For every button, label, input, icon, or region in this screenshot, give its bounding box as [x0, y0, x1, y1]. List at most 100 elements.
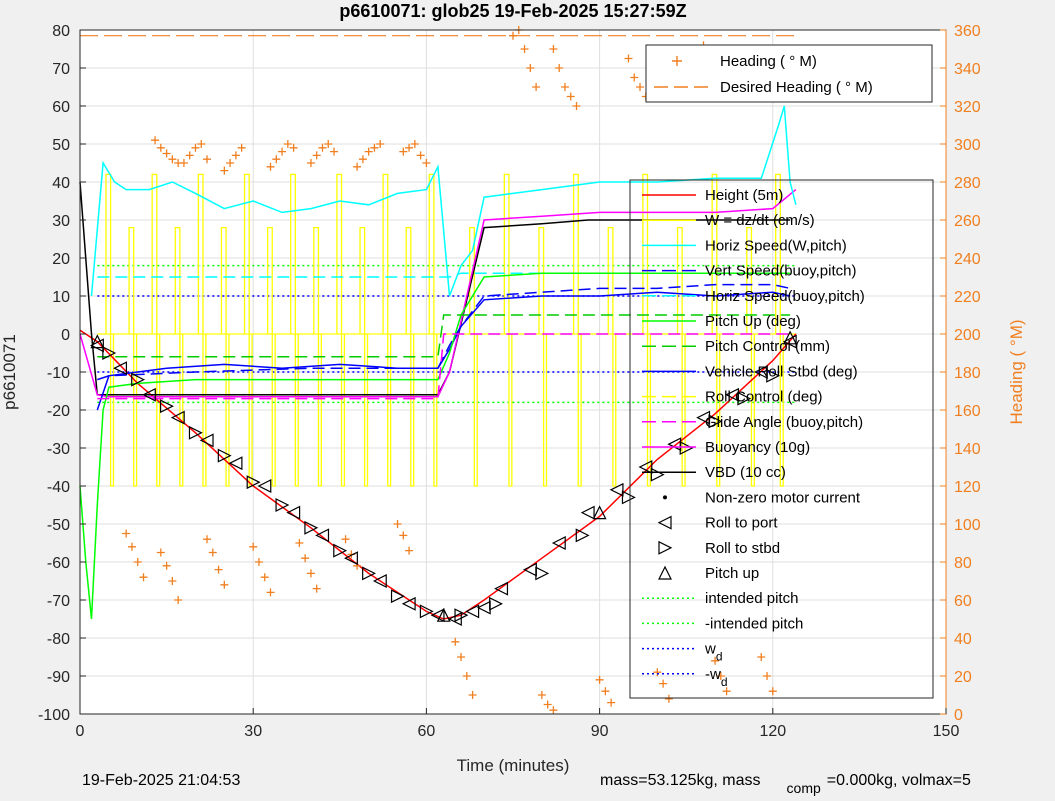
roll-to-port-marker: [430, 608, 445, 623]
roll-to-stbd-marker: [275, 498, 290, 512]
legend-symbol: [658, 565, 672, 580]
heading-marker: [716, 672, 725, 680]
roll-control-spike: [290, 173, 299, 487]
heading-marker: [520, 45, 529, 53]
heading-marker: [601, 687, 610, 696]
heading-marker: [312, 151, 321, 160]
y2-tick-label: 120: [954, 479, 981, 496]
heading-marker: [208, 548, 217, 557]
heading-marker: [272, 155, 281, 164]
y-tick-label: 70: [52, 61, 70, 78]
footer-mass: mass=53.125kg, mass comp =0.000kg, volmax=…: [600, 772, 971, 796]
series-line: [97, 283, 791, 381]
y-axis-label: p6610071: [0, 334, 19, 410]
roll-control-spike: [538, 226, 548, 487]
y2-tick-label: 80: [954, 555, 972, 572]
roll-to-port-marker: [141, 387, 156, 402]
legend-entry-label: Pitch Control (mm): [705, 338, 830, 355]
roll-to-stbd-marker: [454, 608, 469, 623]
roll-to-port-marker: [344, 551, 358, 566]
roll-to-stbd-marker: [160, 399, 174, 414]
heading-marker: [416, 151, 425, 160]
heading-marker: [457, 653, 466, 661]
heading-marker: [139, 573, 148, 582]
footer-mass-text: mass=53.125kg, mass: [600, 772, 761, 789]
roll-control-spike: [572, 173, 582, 487]
y2-tick-label: 0: [954, 707, 963, 724]
roll-control-spike: [243, 173, 253, 487]
roll-to-port-marker: [257, 479, 272, 493]
heading-marker: [763, 672, 772, 680]
roll-to-stbd-marker: [390, 589, 405, 604]
roll-to-port-marker: [494, 581, 509, 596]
roll-to-stbd-marker: [217, 448, 232, 463]
legend-box: [645, 44, 933, 103]
y2-tick-label: 260: [954, 213, 981, 230]
legend-box: [629, 179, 934, 699]
heading-marker: [306, 159, 315, 167]
heading-marker: [509, 31, 517, 40]
y-tick-label: -100: [38, 707, 70, 724]
heading-marker: [572, 102, 581, 110]
y-tick-label: 10: [52, 289, 70, 306]
heading-marker: [722, 687, 731, 696]
y-tick-label: -80: [47, 631, 70, 648]
y2-tick-label: 320: [954, 99, 981, 116]
heading-marker: [370, 143, 379, 152]
y-tick-label: -90: [47, 669, 70, 686]
legend-entry-label: Non-zero motor current: [705, 489, 861, 506]
roll-control-spike: [775, 173, 784, 487]
heading-marker: [278, 147, 287, 156]
y-tick-label: -10: [47, 365, 70, 382]
heading-marker: [156, 143, 165, 152]
y-tick-label: -20: [47, 403, 70, 420]
roll-to-stbd-marker: [489, 596, 504, 611]
heading-marker: [266, 588, 275, 597]
roll-to-stbd-marker: [621, 490, 636, 505]
heading-marker: [203, 155, 212, 164]
y-tick-label: 30: [52, 213, 70, 230]
series-line: [79, 189, 797, 398]
x-tick-label: 60: [418, 723, 436, 740]
heading-marker: [179, 159, 188, 167]
series-line: [97, 272, 791, 278]
heading-marker: [664, 694, 673, 703]
series-line: [97, 333, 791, 400]
roll-to-port-marker: [401, 596, 416, 611]
heading-marker: [127, 542, 136, 551]
y-tick-label: -40: [47, 479, 70, 496]
y2-tick-label: 360: [954, 23, 981, 40]
heading-marker: [399, 147, 408, 156]
heading-marker: [624, 54, 633, 63]
footer-timestamp: 19-Feb-2025 21:04:53: [82, 772, 241, 789]
y2-tick-label: 280: [954, 175, 981, 192]
roll-control-spike: [746, 226, 755, 487]
heading-marker: [226, 159, 235, 167]
footer-comp-subscript: comp: [786, 780, 821, 796]
heading-marker: [410, 140, 419, 148]
legend-entry-label: Desired Heading ( ° M): [720, 79, 873, 96]
y2-tick-label: 240: [954, 251, 981, 268]
y2-tick-label: 100: [954, 517, 981, 534]
heading-marker: [174, 596, 183, 604]
heading-marker: [653, 668, 662, 677]
legend-entry-label: Buoyancy (10g): [705, 439, 810, 456]
roll-to-stbd-marker: [246, 475, 261, 490]
roll-to-port-marker: [638, 460, 653, 474]
roll-control-spike: [607, 226, 617, 487]
y2-tick-label: 160: [954, 403, 981, 420]
legend-entry-label: Horiz Speed(buoy,pitch): [705, 288, 865, 305]
heading-marker: [156, 548, 165, 557]
heading-marker: [532, 83, 541, 91]
heading-marker: [254, 558, 263, 566]
roll-to-stbd-marker: [304, 520, 319, 535]
y2-tick-label: 300: [954, 137, 981, 154]
roll-to-port-marker: [228, 456, 243, 471]
roll-to-stbd-marker: [131, 372, 146, 387]
legend-entry-label: Glide Angle (buoy,pitch): [705, 414, 863, 431]
legend-entry-subscript: d: [716, 650, 723, 664]
legend-entry-label: VBD (10 cc): [705, 464, 786, 481]
heading-marker: [607, 698, 616, 707]
legend-entry-label: intended pitch: [705, 590, 798, 607]
